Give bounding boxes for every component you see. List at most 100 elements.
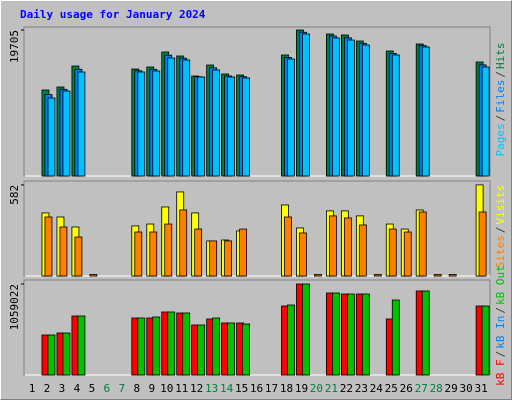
bar <box>314 274 322 277</box>
bar <box>284 216 292 277</box>
x-tick-label: 3 <box>59 382 66 395</box>
x-tick-label: 1 <box>29 382 36 395</box>
bar <box>212 317 221 376</box>
bar <box>62 332 71 376</box>
x-tick-label: 20 <box>310 382 323 395</box>
bar <box>358 224 367 277</box>
x-tick-label: 16 <box>250 382 263 395</box>
x-tick-label: 10 <box>160 382 173 395</box>
legend-separator: / <box>494 307 507 314</box>
bar <box>167 311 176 376</box>
legend: Pages/Files/Hits <box>494 43 507 157</box>
bar <box>137 317 146 376</box>
bar <box>197 76 206 177</box>
legend-entry: kB F <box>494 359 507 386</box>
x-tick-label: 19 <box>295 382 308 395</box>
x-tick-label: 27 <box>415 382 428 395</box>
bar <box>242 323 250 376</box>
bar <box>239 228 247 277</box>
bar <box>421 46 430 177</box>
bar <box>62 90 71 177</box>
bar <box>331 37 340 177</box>
legend-separator: / <box>494 115 507 122</box>
bar <box>388 228 397 277</box>
bar <box>421 290 430 376</box>
x-tick-label: 6 <box>104 382 111 395</box>
x-tick-label: 11 <box>175 382 188 395</box>
x-tick-label: 13 <box>205 382 218 395</box>
x-tick-label: 17 <box>265 382 278 395</box>
x-tick-label: 18 <box>280 382 293 395</box>
bar <box>331 292 340 376</box>
bar <box>89 274 98 277</box>
legend-entry: kB In <box>494 316 507 349</box>
x-tick-label: 14 <box>220 382 234 395</box>
x-tick-label: 15 <box>235 382 248 395</box>
bar <box>361 44 370 177</box>
bar <box>74 236 83 277</box>
bar <box>391 299 400 376</box>
bar <box>179 209 188 277</box>
bar <box>197 324 206 376</box>
bar <box>418 211 427 277</box>
bar <box>194 228 203 277</box>
bar <box>433 274 442 277</box>
bar <box>167 57 176 177</box>
x-tick-label: 5 <box>89 382 96 395</box>
x-tick-label: 26 <box>400 382 413 395</box>
legend-entry: Visits <box>494 185 507 225</box>
bar <box>481 66 490 177</box>
panel <box>23 180 491 277</box>
x-tick-label: 29 <box>445 382 458 395</box>
bar <box>212 69 221 177</box>
bar <box>302 33 310 177</box>
x-tick-label: 4 <box>74 382 81 395</box>
legend: kB F/kB In/kB Out <box>494 265 507 386</box>
bar <box>328 215 337 277</box>
bar <box>134 231 143 277</box>
y-tick-label: 1059022 <box>8 284 21 330</box>
bar <box>44 216 53 277</box>
bar <box>137 71 146 177</box>
x-tick-label: 25 <box>385 382 398 395</box>
bar <box>149 231 158 277</box>
bar <box>302 283 310 376</box>
bar <box>299 232 307 277</box>
bar <box>152 70 161 177</box>
y-tick-label: 19705 <box>8 30 21 63</box>
bar <box>59 226 68 277</box>
x-tick-label: 7 <box>119 382 126 395</box>
x-tick-label: 22 <box>340 382 353 395</box>
chart-title: Daily usage for January 2024 <box>20 8 206 21</box>
legend-entry: kB Out <box>494 265 507 305</box>
x-tick-label: 8 <box>133 382 140 395</box>
legend: Sites/ Visits <box>494 185 507 269</box>
bar <box>373 274 382 277</box>
x-tick-label: 24 <box>370 382 384 395</box>
bar <box>448 274 457 277</box>
bar <box>481 305 490 376</box>
x-tick-label: 23 <box>355 382 368 395</box>
x-tick-label: 21 <box>325 382 338 395</box>
bar <box>391 54 400 177</box>
bar <box>182 312 191 376</box>
legend-separator: / <box>494 351 507 358</box>
bar <box>343 217 352 277</box>
bar <box>224 240 233 277</box>
bar <box>478 211 487 277</box>
x-tick-label: 30 <box>460 382 473 395</box>
bar <box>47 334 56 376</box>
x-tick-label: 28 <box>430 382 443 395</box>
legend-entry: Pages <box>494 123 507 156</box>
legend-entry: Files <box>494 80 507 113</box>
panel <box>23 279 491 376</box>
x-tick-label: 31 <box>474 382 487 395</box>
bar <box>47 97 56 177</box>
bar <box>403 231 412 277</box>
panel <box>23 26 491 177</box>
bar <box>361 293 370 376</box>
legend-entry: Sites <box>494 235 507 268</box>
x-tick-label: 2 <box>44 382 51 395</box>
